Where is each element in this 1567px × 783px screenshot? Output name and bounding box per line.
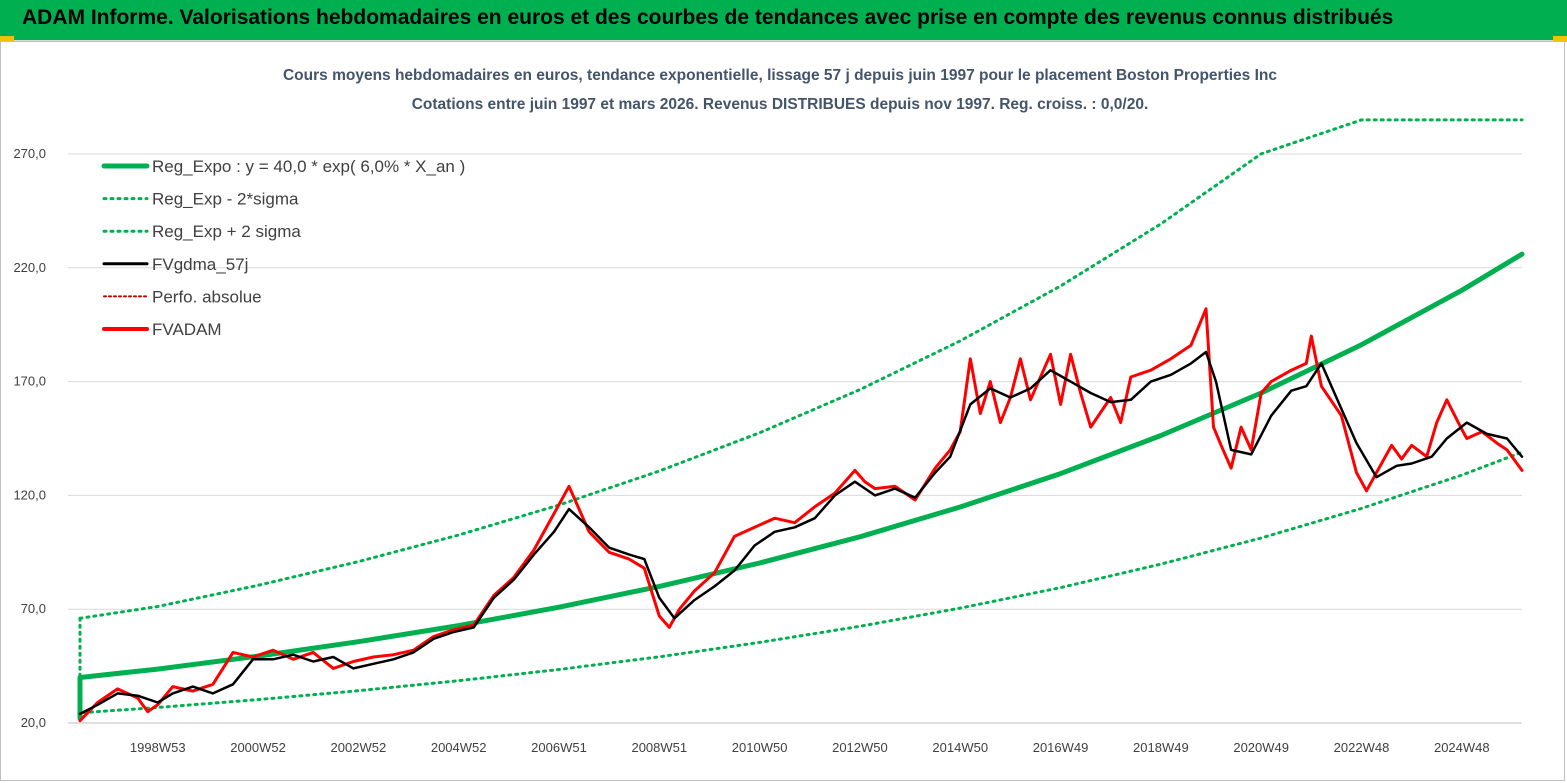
legend-label: Reg_Exp - 2*sigma	[152, 190, 299, 209]
x-tick-label: 2020W49	[1233, 740, 1289, 755]
series-line-reg-exp-2-sigma	[78, 450, 1524, 715]
series-group	[77, 118, 1525, 723]
y-tick-label: 220,0	[13, 260, 46, 275]
x-tick-label: 2006W51	[531, 740, 587, 755]
series-line-fvadam	[78, 307, 1524, 723]
y-tick-label: 120,0	[13, 487, 46, 502]
x-tick-label: 2004W52	[431, 740, 487, 755]
banner-title: ADAM Informe. Valorisations hebdomadaire…	[22, 6, 1394, 29]
grid	[68, 153, 1522, 724]
chart-title-line-2: Cotations entre juin 1997 et mars 2026. …	[412, 96, 1149, 113]
x-tick-label: 2018W49	[1133, 740, 1189, 755]
legend-label: FVADAM	[152, 320, 222, 339]
y-tick-label: 270,0	[13, 146, 46, 161]
x-tick-label: 1998W53	[130, 740, 186, 755]
legend-label: Perfo. absolue	[152, 287, 262, 306]
x-tick-label: 2002W52	[331, 740, 387, 755]
x-tick-label: 2010W50	[732, 740, 788, 755]
x-axis: 1998W53 2000W52 2002W52 2004W52 2006W51 2008W…	[130, 740, 1490, 755]
y-tick-label: 70,0	[21, 601, 46, 616]
chart-title-line-1: Cours moyens hebdomadaires en euros, ten…	[283, 67, 1277, 84]
y-tick-label: 170,0	[13, 374, 46, 389]
x-tick-label: 2012W50	[832, 740, 888, 755]
x-tick-label: 2000W52	[230, 740, 286, 755]
series-line-reg-exp-plus-2-sigma	[78, 118, 1524, 620]
y-tick-label: 20,0	[21, 715, 46, 730]
x-tick-label: 2024W48	[1434, 740, 1490, 755]
legend-label: Reg_Expo : y = 40,0 * exp( 6,0% * X_an )	[152, 157, 465, 176]
legend: Reg_Expo : y = 40,0 * exp( 6,0% * X_an )…	[101, 157, 465, 339]
x-tick-label: 2016W49	[1033, 740, 1089, 755]
banner-corner-left	[0, 36, 14, 42]
x-tick-label: 2014W50	[932, 740, 988, 755]
x-tick-label: 2008W51	[631, 740, 687, 755]
y-axis: 20,0 70,0 120,0 170,0 220,0 270,0	[13, 146, 46, 730]
chart-frame	[0, 41, 1565, 781]
banner: ADAM Informe. Valorisations hebdomadaire…	[0, 0, 1567, 41]
banner-corner-right	[1553, 36, 1567, 42]
series-line-fvgdma-57j	[78, 350, 1524, 716]
x-tick-label: 2022W48	[1334, 740, 1390, 755]
legend-label: FVgdma_57j	[152, 255, 248, 274]
legend-label: Reg_Exp + 2 sigma	[152, 222, 301, 241]
series-line-reg-expo	[77, 251, 1525, 721]
